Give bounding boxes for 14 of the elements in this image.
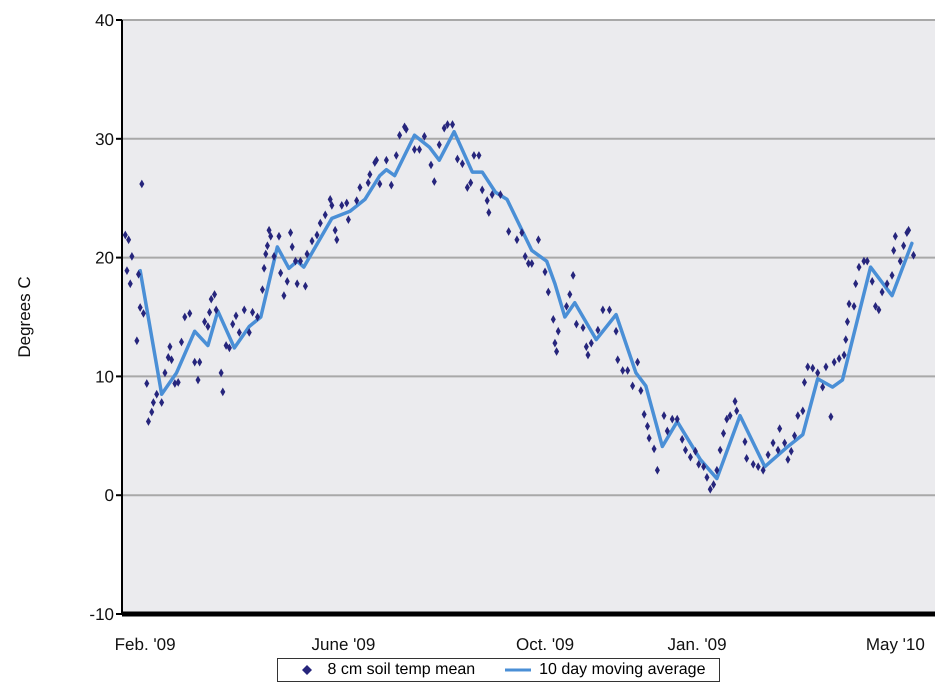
y-tick-label: 0 <box>104 486 114 506</box>
x-tick-label: Oct. '09 <box>516 635 574 654</box>
y-tick-label: 10 <box>95 367 114 386</box>
x-tick-label: June '09 <box>312 635 376 654</box>
y-tick-label: 20 <box>95 248 114 268</box>
x-tick-label: Feb. '09 <box>114 635 176 654</box>
y-axis-title: Degrees C <box>15 276 34 358</box>
y-tick-label: -10 <box>89 605 114 624</box>
x-tick-label: May '10 <box>866 635 925 654</box>
legend-label: 10 day moving average <box>539 661 706 679</box>
y-tick-label: 30 <box>95 130 114 149</box>
y-tick-label: 40 <box>95 11 114 30</box>
x-tick-label: Jan. '09 <box>668 635 727 654</box>
legend-label: 8 cm soil temp mean <box>328 661 476 679</box>
